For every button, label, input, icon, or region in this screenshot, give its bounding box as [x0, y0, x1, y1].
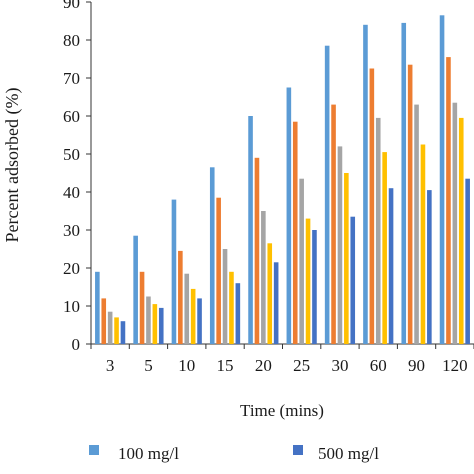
bar: [114, 317, 119, 344]
bar: [95, 271, 100, 344]
bar: [324, 45, 330, 344]
bar: [407, 64, 413, 344]
x-tick-label: 15: [217, 356, 234, 375]
bar: [158, 307, 164, 344]
bar: [197, 298, 202, 344]
x-tick-label: 30: [331, 356, 348, 375]
bar: [184, 273, 190, 344]
legend: 100 mg/l 500 mg/l: [89, 444, 379, 463]
x-tick-label: 5: [144, 356, 153, 375]
bar: [286, 87, 292, 344]
bar: [401, 22, 407, 345]
legend-label-500: 500 mg/l: [318, 444, 379, 463]
bar: [209, 167, 215, 344]
x-tick-label: 3: [106, 356, 115, 375]
y-tick-label: 90: [63, 0, 80, 12]
bar: [133, 235, 138, 344]
bar: [190, 288, 196, 344]
bar: [375, 117, 381, 345]
x-tick-label: 25: [293, 356, 310, 375]
bar: [337, 146, 343, 344]
x-tick-label: 90: [408, 356, 425, 375]
x-axis: 3 5 10 15 20 25 30 60 90 120: [90, 343, 474, 375]
bar: [382, 152, 387, 344]
bar: [261, 211, 266, 344]
bar: [178, 250, 183, 344]
bars: [95, 15, 470, 345]
bar: [222, 249, 228, 344]
bar: [363, 24, 368, 345]
bar: [152, 304, 158, 344]
bar: [292, 121, 298, 344]
bar: [216, 197, 221, 344]
bar: [350, 216, 356, 344]
legend-label-100: 100 mg/l: [118, 444, 179, 463]
bar: [107, 311, 113, 344]
y-tick-label: 20: [63, 259, 80, 278]
bar: [420, 144, 426, 344]
bar: [388, 188, 394, 344]
bar: [446, 57, 451, 344]
y-axis-label: Percent adsorbed (%): [2, 88, 23, 243]
bar: [248, 116, 253, 344]
x-axis-label: Time (mins): [240, 401, 324, 420]
bar: [120, 321, 126, 344]
bar: [139, 271, 145, 344]
bar: [414, 104, 419, 344]
y-tick-label: 50: [63, 145, 80, 164]
y-tick-label: 0: [72, 335, 81, 354]
bar: [229, 271, 234, 344]
bar: [254, 157, 260, 344]
y-tick-label: 70: [63, 69, 80, 88]
bar: [235, 283, 241, 344]
bar: [439, 15, 445, 345]
bar: [299, 178, 304, 344]
bar: [146, 296, 151, 344]
bar: [452, 102, 458, 344]
y-axis: 0 10 20 30 40 50 60 70 80 90: [63, 0, 92, 354]
x-tick-label: 60: [370, 356, 387, 375]
bar: [171, 199, 177, 344]
y-tick-label: 80: [63, 31, 80, 50]
bar: [273, 262, 279, 344]
y-tick-label: 30: [63, 221, 80, 240]
bar: [458, 117, 464, 345]
bar: [427, 190, 432, 344]
bar: [267, 243, 273, 344]
x-tick-label: 10: [178, 356, 195, 375]
y-tick-label: 40: [63, 183, 80, 202]
bar: [305, 218, 311, 344]
y-tick-label: 60: [63, 107, 80, 126]
legend-swatch-500: [293, 445, 303, 455]
x-tick-label: 120: [442, 356, 468, 375]
bar: [465, 178, 470, 344]
bar: [344, 173, 349, 344]
bar: [101, 298, 107, 344]
bar: [369, 68, 375, 344]
y-tick-label: 10: [63, 297, 80, 316]
legend-swatch-100: [89, 445, 99, 455]
x-tick-label: 20: [255, 356, 272, 375]
bar: [312, 230, 317, 344]
bar: [331, 104, 336, 344]
